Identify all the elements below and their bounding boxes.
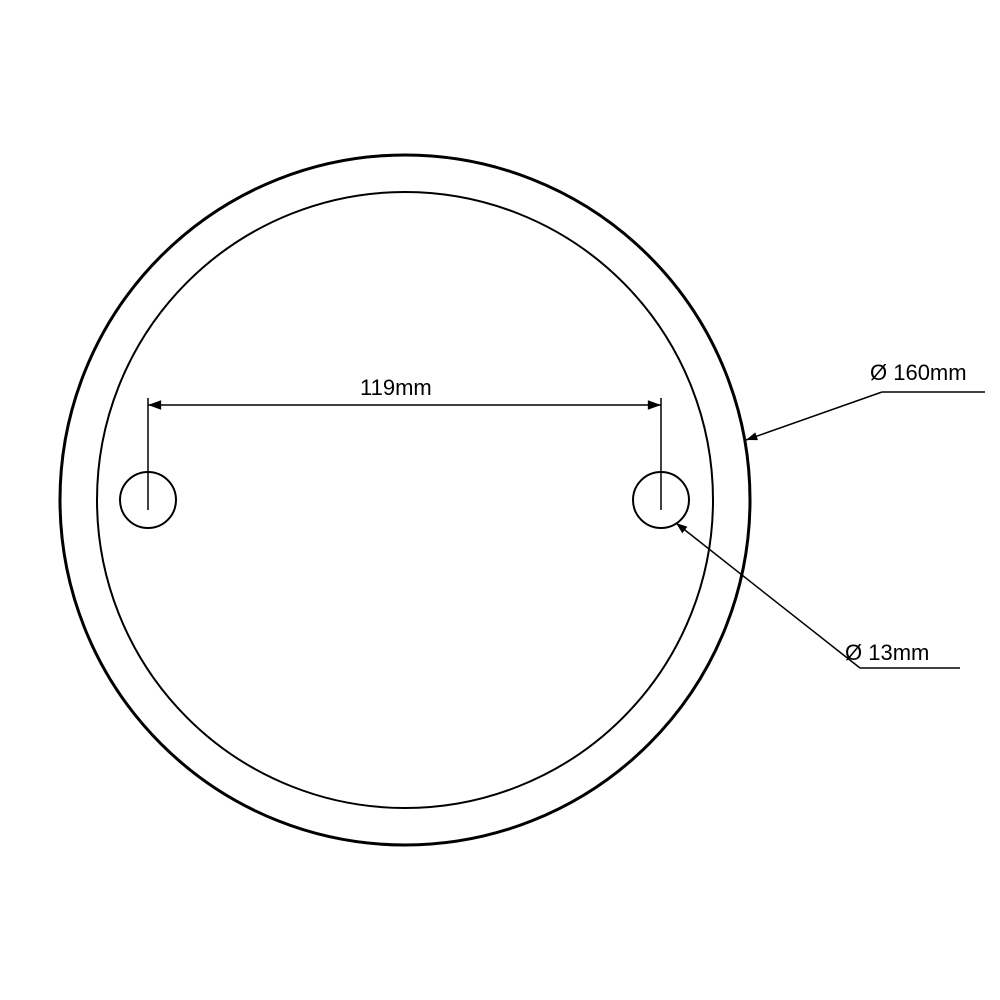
dimension-span-label: 119mm	[360, 375, 432, 400]
engineering-diagram: 119mm Ø 160mm Ø 13mm	[0, 0, 1000, 1000]
leader-outer-label: Ø 160mm	[870, 360, 967, 385]
leader-hole-label: Ø 13mm	[845, 640, 929, 665]
